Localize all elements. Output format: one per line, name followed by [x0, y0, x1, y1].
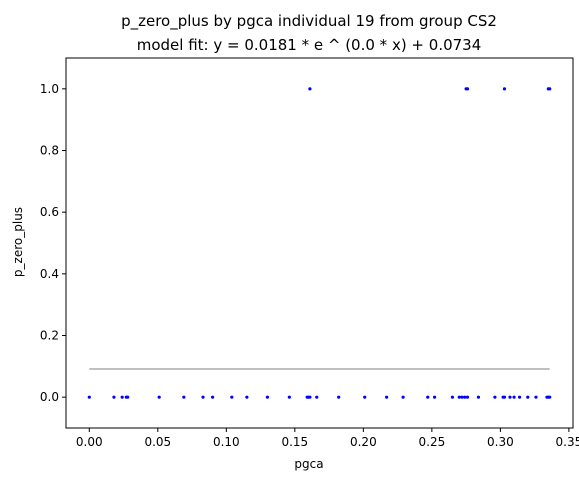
data-point — [265, 395, 270, 399]
x-tick-label: 0.30 — [487, 435, 514, 449]
data-point — [493, 395, 497, 399]
data-point — [245, 395, 249, 399]
data-point — [363, 395, 367, 399]
data-point — [201, 395, 205, 399]
y-tick-label: 0.6 — [40, 205, 59, 219]
data-point — [211, 395, 215, 399]
y-tick-label: 0.2 — [40, 329, 59, 343]
data-point — [315, 395, 319, 399]
data-point — [120, 395, 124, 399]
data-point — [465, 395, 470, 399]
data-point — [517, 395, 522, 399]
plot-frame — [65, 57, 574, 429]
data-point — [508, 395, 512, 399]
x-tick-label: 0.35 — [556, 435, 579, 449]
data-point — [126, 395, 130, 399]
data-point — [476, 395, 481, 399]
data-point — [433, 395, 437, 399]
data-point — [401, 395, 405, 399]
data-point — [450, 395, 455, 399]
x-tick-label: 0.05 — [144, 435, 171, 449]
y-axis: 0.0 0.2 0.4 0.6 0.8 1.0 — [40, 82, 66, 404]
data-point — [548, 87, 552, 91]
data-point — [112, 395, 116, 399]
data-point — [230, 395, 234, 399]
data-point — [526, 395, 530, 399]
chart-subtitle: model fit: y = 0.0181 * e ^ (0.0 * x) + … — [137, 36, 482, 54]
data-point — [534, 395, 538, 399]
data-point — [337, 395, 341, 399]
y-tick-label: 0.8 — [40, 144, 59, 158]
y-axis-label: p_zero_plus — [11, 207, 25, 277]
data-point — [287, 395, 291, 399]
data-point — [502, 87, 507, 91]
data-point — [182, 395, 186, 399]
data-point — [502, 395, 507, 399]
data-point — [308, 395, 312, 399]
data-point — [512, 395, 516, 399]
data-point — [157, 395, 161, 399]
data-point — [87, 395, 91, 399]
x-axis: 0.00 0.05 0.10 0.15 0.20 0.25 0.30 0.35 — [76, 428, 579, 449]
x-tick-label: 0.00 — [76, 435, 103, 449]
x-tick-label: 0.20 — [350, 435, 377, 449]
data-point — [308, 87, 312, 91]
y-tick-label: 0.0 — [40, 390, 59, 404]
x-tick-label: 0.25 — [419, 435, 446, 449]
chart-title: p_zero_plus by pgca individual 19 from g… — [121, 12, 497, 31]
x-tick-label: 0.10 — [213, 435, 240, 449]
y-tick-label: 0.4 — [40, 267, 59, 281]
x-axis-label: pgca — [294, 457, 323, 471]
data-point — [460, 395, 464, 399]
data-point — [463, 395, 467, 399]
x-tick-label: 0.15 — [281, 435, 308, 449]
y-tick-label: 1.0 — [40, 82, 59, 96]
data-point — [465, 87, 470, 91]
data-point — [457, 395, 461, 399]
data-point — [548, 395, 552, 399]
data-point — [385, 395, 389, 399]
data-point — [426, 395, 430, 399]
plot-area — [87, 87, 552, 399]
